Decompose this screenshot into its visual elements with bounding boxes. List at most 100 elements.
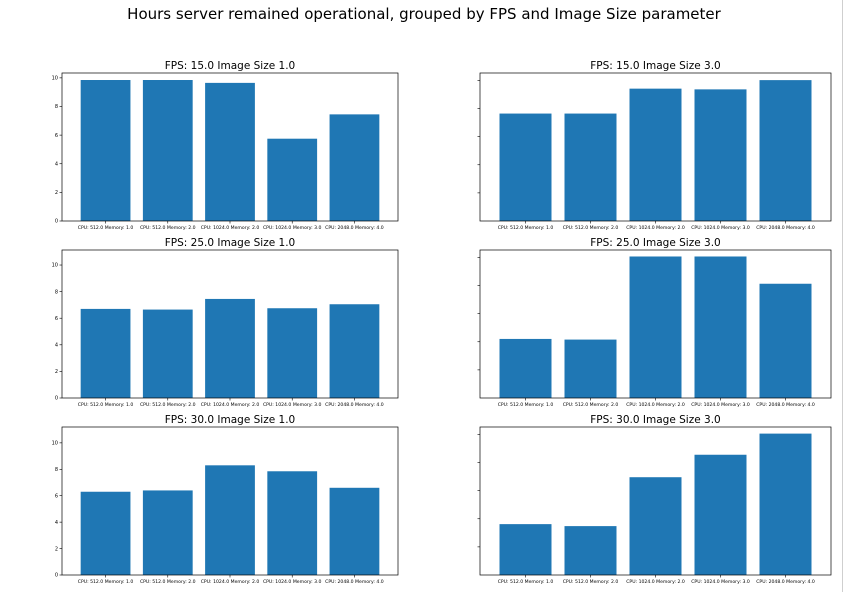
x-tick-label: CPU: 512.0 Memory: 1.0 [78,225,134,231]
bar [80,80,131,221]
y-tick-label: 6 [55,133,58,139]
x-tick-label: CPU: 2048.0 Memory: 4.0 [756,579,815,585]
bar [759,80,812,222]
bar [142,490,193,575]
y-tick-label: 4 [55,343,58,349]
y-tick-label: 4 [55,161,58,167]
x-tick-label: CPU: 2048.0 Memory: 4.0 [756,402,815,408]
x-tick-label: CPU: 512.0 Memory: 2.0 [140,402,196,408]
bar [694,454,747,575]
x-tick-label: CPU: 1024.0 Memory: 2.0 [201,579,260,585]
bar [80,308,131,398]
subplot-3: FPS: 25.0 Image Size 1.0 CPU: 512.0 Memor… [52,237,399,408]
bar [629,477,682,575]
bar [694,256,747,398]
y-tick-label: 10 [52,76,58,82]
y-tick-label: 4 [55,520,58,526]
x-tick-label: CPU: 1024.0 Memory: 2.0 [626,225,685,231]
bar [564,339,617,398]
subplot-title: FPS: 30.0 Image Size 3.0 [590,414,720,426]
bar [205,298,255,398]
x-tick-label: CPU: 1024.0 Memory: 3.0 [691,579,750,585]
x-tick-label: CPU: 2048.0 Memory: 4.0 [325,402,384,408]
bar [759,433,812,575]
subplot-2: FPS: 15.0 Image Size 3.0 CPU: 512.0 Memor… [477,60,832,231]
x-tick-label: CPU: 1024.0 Memory: 3.0 [263,579,322,585]
y-tick-label: 8 [55,104,58,110]
axes-frame [61,72,399,222]
bar [142,80,193,221]
subplot-title: FPS: 30.0 Image Size 1.0 [165,414,295,426]
figure-title: Hours server remained operational, group… [127,5,721,23]
subplot-title: FPS: 15.0 Image Size 3.0 [590,60,720,72]
bar [694,89,747,222]
window-edge [842,0,843,592]
subplot-title: FPS: 15.0 Image Size 1.0 [165,60,295,72]
x-tick-label: CPU: 1024.0 Memory: 2.0 [626,579,685,585]
bar [564,113,617,221]
bar [499,338,552,398]
y-tick-label: 10 [52,263,58,269]
y-tick-label: 2 [55,190,58,196]
bar [205,82,255,221]
axes-frame [479,249,832,399]
y-tick-label: 0 [55,573,58,579]
bar [329,487,380,575]
x-tick-label: CPU: 1024.0 Memory: 3.0 [263,225,322,231]
subplot-title: FPS: 25.0 Image Size 1.0 [165,237,295,249]
axes-frame [479,426,832,576]
subplot-5: FPS: 30.0 Image Size 1.0 CPU: 512.0 Memor… [52,414,399,585]
y-tick-label: 0 [55,396,58,402]
x-tick-label: CPU: 512.0 Memory: 2.0 [563,579,619,585]
bar [267,138,318,221]
x-tick-label: CPU: 512.0 Memory: 2.0 [563,225,619,231]
bar [564,526,617,575]
x-tick-label: CPU: 1024.0 Memory: 2.0 [201,402,260,408]
x-tick-label: CPU: 1024.0 Memory: 3.0 [691,225,750,231]
bar [759,283,812,398]
subplot-6: FPS: 30.0 Image Size 3.0 CPU: 512.0 Memor… [477,414,832,585]
x-tick-label: CPU: 512.0 Memory: 1.0 [78,402,134,408]
y-tick-label: 6 [55,316,58,322]
bar [142,309,193,398]
axes-frame [61,249,399,399]
subplot-4: FPS: 25.0 Image Size 3.0 CPU: 512.0 Memor… [477,237,832,408]
x-tick-label: CPU: 512.0 Memory: 2.0 [563,402,619,408]
y-tick-label: 2 [55,369,58,375]
x-tick-label: CPU: 512.0 Memory: 1.0 [498,402,554,408]
y-tick-label: 8 [55,467,58,473]
subplot-title: FPS: 25.0 Image Size 3.0 [590,237,720,249]
y-tick-label: 6 [55,493,58,499]
x-tick-label: CPU: 1024.0 Memory: 2.0 [201,225,260,231]
x-tick-label: CPU: 512.0 Memory: 2.0 [140,225,196,231]
x-tick-label: CPU: 512.0 Memory: 1.0 [498,579,554,585]
bar [629,88,682,222]
axes-frame [61,426,399,576]
bar [329,304,380,398]
bar [499,524,552,576]
bar [80,491,131,575]
subplot-1: FPS: 15.0 Image Size 1.0 CPU: 512.0 Memor… [52,60,399,231]
x-tick-label: CPU: 2048.0 Memory: 4.0 [325,225,384,231]
x-tick-label: CPU: 512.0 Memory: 1.0 [78,579,134,585]
x-tick-label: CPU: 512.0 Memory: 2.0 [140,579,196,585]
x-tick-label: CPU: 1024.0 Memory: 2.0 [626,402,685,408]
x-tick-label: CPU: 1024.0 Memory: 3.0 [691,402,750,408]
x-tick-label: CPU: 2048.0 Memory: 4.0 [325,579,384,585]
x-tick-label: CPU: 512.0 Memory: 1.0 [498,225,554,231]
axes-frame [479,72,832,222]
bar [499,113,552,221]
x-tick-label: CPU: 2048.0 Memory: 4.0 [756,225,815,231]
y-tick-label: 0 [55,219,58,225]
y-tick-label: 10 [52,441,58,447]
y-tick-label: 2 [55,546,58,552]
bar [267,308,318,398]
x-tick-label: CPU: 1024.0 Memory: 3.0 [263,402,322,408]
bar [329,114,380,221]
bar [629,256,682,398]
bar [267,471,318,575]
y-tick-label: 8 [55,289,58,295]
bar [205,465,255,575]
